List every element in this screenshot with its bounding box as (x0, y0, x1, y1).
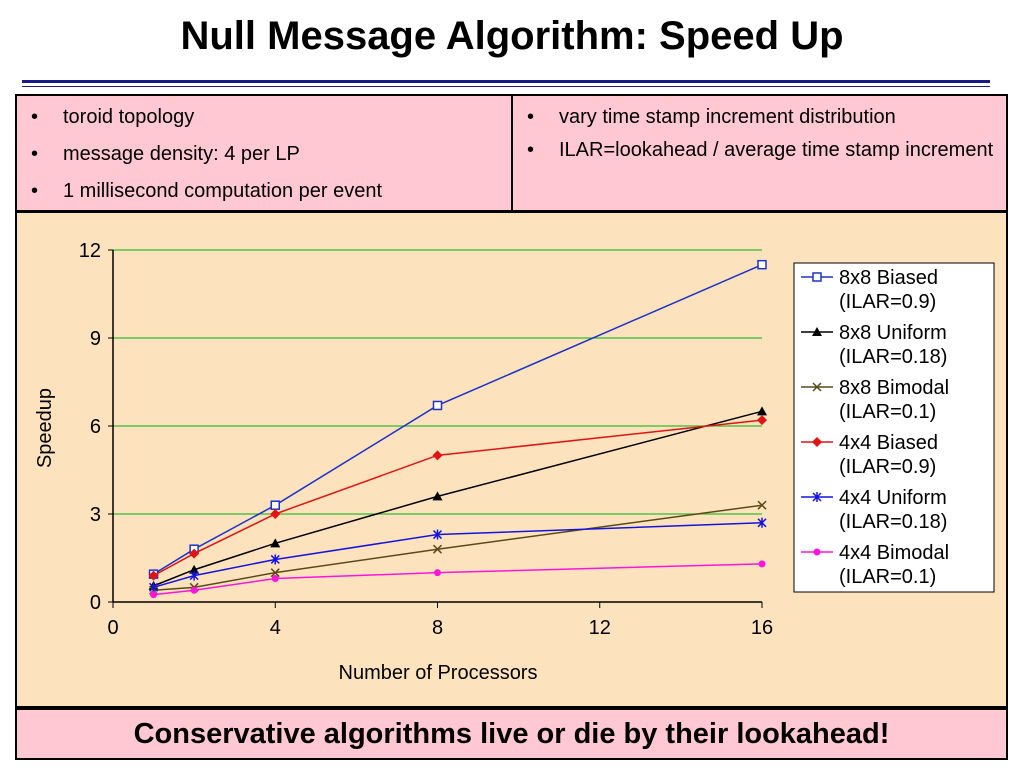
legend-label: 4x4 Uniform (839, 487, 947, 509)
footer-banner: Conservative algorithms live or die by t… (15, 708, 1008, 760)
series-line (153, 419, 763, 577)
data-point (270, 554, 280, 565)
data-point (432, 400, 443, 411)
data-point (812, 437, 822, 447)
x-tick-label: 16 (751, 617, 773, 639)
series-line (153, 504, 763, 592)
y-tick-label: 3 (90, 504, 101, 526)
data-point (432, 450, 443, 461)
data-point (149, 582, 159, 593)
legend-label: (ILAR=0.18) (839, 511, 947, 533)
x-axis-label: Number of Processors (339, 662, 538, 684)
bullet-item: ILAR=lookahead / average time stamp incr… (513, 138, 996, 162)
data-point (190, 586, 198, 594)
chart-panel: 0 3 6 9 12 0 4 8 12 16 Number of Processors Speed… (15, 211, 1008, 708)
speedup-chart: 0 3 6 9 12 0 4 8 12 16 Number of Processors Speed… (34, 240, 995, 684)
legend-label: 4x4 Biased (839, 432, 938, 454)
y-tick-label: 6 (90, 416, 101, 438)
x-tick-label: 4 (270, 617, 281, 639)
slide-title: Null Message Algorithm: Speed Up (180, 14, 844, 58)
bullet-item: message density: 4 per LP (17, 142, 511, 166)
data-point (189, 570, 199, 581)
x-tick-label: 8 (432, 617, 443, 639)
data-point (757, 500, 767, 510)
data-point (432, 491, 443, 501)
data-point (812, 272, 822, 282)
data-point (757, 415, 767, 426)
legend-label: (ILAR=0.18) (839, 346, 947, 368)
bullet-item: toroid topology (17, 105, 511, 129)
data-point (150, 591, 158, 599)
bullet-item: vary time stamp increment distribution (513, 105, 996, 129)
y-axis-label: Speedup (34, 388, 56, 468)
data-point (432, 529, 443, 540)
series-line (153, 563, 763, 596)
legend: 8x8 Biased(ILAR=0.9)8x8 Uniform(ILAR=0.1… (793, 262, 995, 593)
tick-labels: 0 3 6 9 12 0 4 8 12 16 (79, 240, 773, 639)
legend-label: (ILAR=0.9) (839, 456, 936, 478)
data-point (813, 548, 821, 556)
data-point (757, 517, 767, 528)
data-point (757, 406, 767, 416)
data-point (812, 382, 822, 392)
data-point (758, 560, 766, 568)
x-tick-label: 12 (589, 617, 611, 639)
legend-label: 4x4 Bimodal (839, 542, 949, 564)
bullet-item: 1 millisecond computation per event (17, 179, 511, 203)
x-tick-label: 0 (107, 617, 118, 639)
legend-label: (ILAR=0.1) (839, 401, 936, 423)
data-point (434, 569, 441, 577)
data-point (812, 492, 822, 502)
series-lines (148, 259, 767, 599)
y-tick-label: 0 (90, 592, 101, 614)
data-point (271, 575, 279, 583)
series-line (153, 410, 763, 587)
title-rule (22, 80, 990, 83)
legend-box (793, 262, 995, 593)
title-rule-thin (22, 86, 990, 87)
data-point (757, 259, 767, 270)
axes (108, 249, 763, 608)
data-point (270, 538, 281, 548)
data-point (189, 564, 200, 574)
legend-label: 8x8 Biased (839, 267, 938, 289)
legend-label: (ILAR=0.1) (839, 566, 936, 588)
series-line (153, 263, 763, 575)
data-point (270, 500, 280, 510)
data-point (270, 509, 281, 519)
legend-label: 8x8 Uniform (839, 322, 947, 344)
data-point (432, 544, 443, 554)
data-point (148, 570, 159, 581)
right-bullet-box: vary time stamp increment distribution I… (511, 94, 1008, 212)
y-tick-label: 9 (90, 328, 101, 350)
data-point (270, 568, 280, 578)
y-tick-label: 12 (79, 240, 101, 262)
left-bullet-box: toroid topology message density: 4 per L… (15, 94, 513, 212)
data-point (189, 548, 200, 559)
legend-label: (ILAR=0.9) (839, 291, 936, 313)
gridlines (113, 249, 762, 515)
data-point (812, 327, 822, 336)
legend-label: 8x8 Bimodal (839, 377, 949, 399)
